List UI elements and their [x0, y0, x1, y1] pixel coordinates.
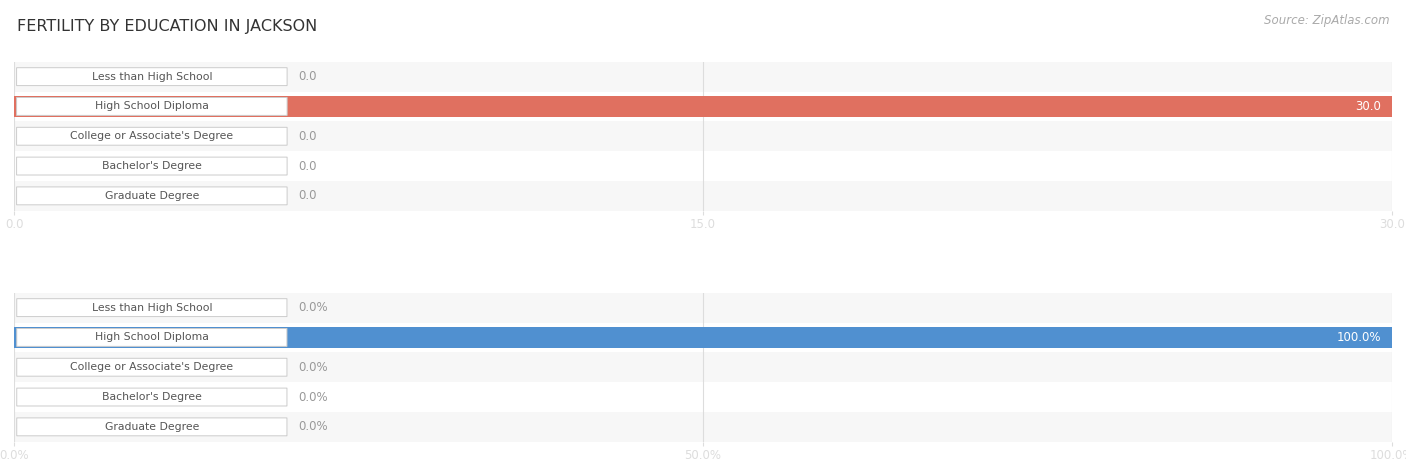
Bar — [14, 327, 1392, 348]
Bar — [14, 323, 1392, 352]
Bar — [14, 352, 1392, 382]
Text: 0.0: 0.0 — [298, 190, 316, 202]
Text: 30.0: 30.0 — [1355, 100, 1381, 113]
Bar — [14, 293, 1392, 323]
FancyBboxPatch shape — [17, 358, 287, 376]
FancyBboxPatch shape — [17, 329, 287, 346]
FancyBboxPatch shape — [17, 127, 287, 145]
Text: College or Associate's Degree: College or Associate's Degree — [70, 131, 233, 141]
Text: Graduate Degree: Graduate Degree — [104, 191, 200, 201]
Text: 0.0%: 0.0% — [298, 420, 328, 433]
Bar — [14, 121, 1392, 151]
FancyBboxPatch shape — [17, 299, 287, 316]
Bar — [14, 412, 1392, 442]
Bar — [14, 181, 1392, 211]
FancyBboxPatch shape — [17, 187, 287, 205]
Text: 0.0: 0.0 — [298, 70, 316, 83]
Text: High School Diploma: High School Diploma — [96, 102, 208, 112]
Bar — [14, 92, 1392, 121]
Text: FERTILITY BY EDUCATION IN JACKSON: FERTILITY BY EDUCATION IN JACKSON — [17, 19, 318, 34]
Bar — [14, 151, 1392, 181]
FancyBboxPatch shape — [17, 68, 287, 86]
Text: 0.0%: 0.0% — [298, 301, 328, 314]
Text: College or Associate's Degree: College or Associate's Degree — [70, 362, 233, 372]
Text: Bachelor's Degree: Bachelor's Degree — [101, 161, 202, 171]
Text: 0.0%: 0.0% — [298, 390, 328, 404]
Text: Bachelor's Degree: Bachelor's Degree — [101, 392, 202, 402]
Text: Source: ZipAtlas.com: Source: ZipAtlas.com — [1264, 14, 1389, 27]
Text: Graduate Degree: Graduate Degree — [104, 422, 200, 432]
FancyBboxPatch shape — [17, 388, 287, 406]
Bar — [14, 96, 1392, 117]
Bar — [14, 62, 1392, 92]
Text: Less than High School: Less than High School — [91, 303, 212, 313]
Text: 100.0%: 100.0% — [1337, 331, 1381, 344]
FancyBboxPatch shape — [17, 97, 287, 115]
Text: 0.0%: 0.0% — [298, 361, 328, 374]
Text: High School Diploma: High School Diploma — [96, 332, 208, 342]
FancyBboxPatch shape — [17, 157, 287, 175]
Text: 0.0: 0.0 — [298, 160, 316, 172]
FancyBboxPatch shape — [17, 418, 287, 436]
Bar — [14, 382, 1392, 412]
Text: 0.0: 0.0 — [298, 130, 316, 143]
Text: Less than High School: Less than High School — [91, 72, 212, 82]
